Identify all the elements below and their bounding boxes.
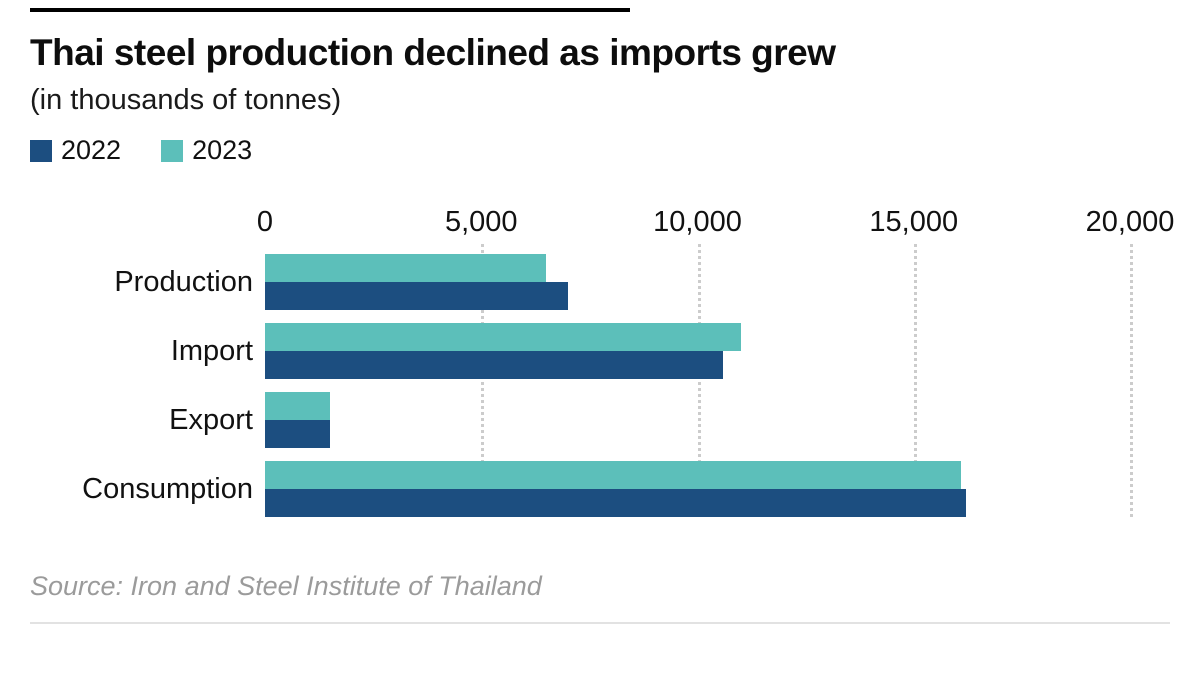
bar-2023-import <box>265 323 741 351</box>
top-rule <box>30 8 630 12</box>
bar-2022-consumption <box>265 489 966 517</box>
plot-area <box>265 244 1133 517</box>
legend-swatch-2023 <box>161 139 184 162</box>
bar-2023-consumption <box>265 461 962 489</box>
chart-subtitle: (in thousands of tonnes) <box>30 84 342 116</box>
category-label-production: Production <box>114 265 253 298</box>
bar-group-consumption <box>265 461 1130 517</box>
bottom-rule <box>30 622 1170 624</box>
plot-wrap: Production Import Export Consumption <box>30 244 1170 517</box>
gridline-15000 <box>913 244 917 517</box>
bar-2022-import <box>265 351 724 379</box>
legend-item-2022: 2022 <box>30 135 121 166</box>
bar-2022-production <box>265 282 568 310</box>
legend-swatch-2022 <box>30 139 52 162</box>
bar-2023-production <box>265 254 547 282</box>
category-label-import: Import <box>170 334 253 367</box>
category-labels-column: Production Import Export Consumption <box>30 254 265 517</box>
bar-2022-export <box>265 420 330 448</box>
x-tick-label-20000: 20,000 <box>1085 206 1175 238</box>
chart-title: Thai steel production declined as import… <box>30 32 836 73</box>
bar-group-import <box>265 323 1130 379</box>
bar-group-export <box>265 392 1130 448</box>
bar-chart: 0 5,000 10,000 15,000 20,000 Production Impor… <box>30 206 1174 517</box>
category-label-export: Export <box>169 403 253 436</box>
x-tick-label-10000: 10,000 <box>653 206 742 238</box>
category-label-consumption: Consumption <box>82 472 253 505</box>
x-tick-label-0: 0 <box>256 206 274 238</box>
x-tick-label-15000: 15,000 <box>869 206 959 238</box>
legend-label-2022: 2022 <box>61 135 122 165</box>
bar-2023-export <box>265 392 330 420</box>
legend-item-2023: 2023 <box>161 135 252 166</box>
legend-label-2023: 2023 <box>192 135 253 165</box>
gridline-20000 <box>1130 244 1133 517</box>
legend: 2022 2023 <box>30 135 1170 166</box>
x-axis: 0 5,000 10,000 15,000 20,000 <box>257 206 1174 254</box>
gridline-5000 <box>481 244 485 517</box>
x-tick-label-5000: 5,000 <box>444 206 518 238</box>
source-note: Source: Iron and Steel Institute of Thai… <box>30 571 542 601</box>
bar-group-production <box>265 254 1130 310</box>
gridline-10000 <box>697 244 701 517</box>
